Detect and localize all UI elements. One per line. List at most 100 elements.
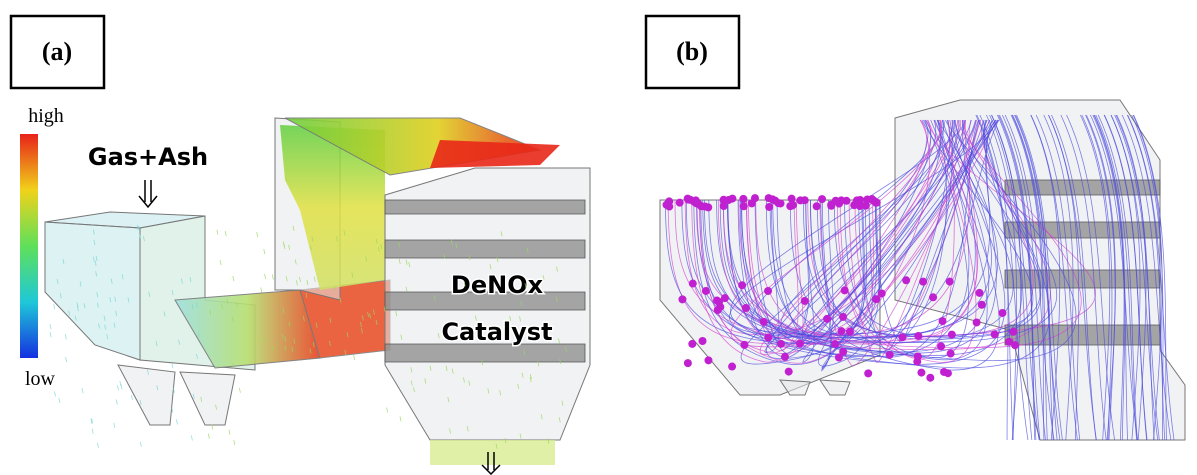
figure: (a) high low Gas+Ash DeNOx Catalyst — [0, 0, 1197, 475]
vector — [220, 260, 221, 265]
vector — [208, 434, 209, 439]
vector — [225, 231, 226, 236]
particle — [781, 353, 789, 361]
particle — [764, 287, 772, 295]
particle — [937, 342, 945, 350]
particle — [839, 313, 847, 321]
particle — [785, 368, 793, 376]
particle — [740, 341, 748, 349]
particle — [853, 196, 861, 204]
vector — [229, 430, 230, 435]
particle — [676, 199, 684, 207]
colorbar-low: low — [25, 368, 56, 390]
particle — [948, 331, 956, 339]
particle — [913, 358, 921, 366]
colorbar — [20, 134, 38, 358]
particle — [765, 203, 773, 211]
particle — [738, 281, 746, 289]
particle — [688, 340, 696, 348]
vector — [59, 398, 60, 403]
particle — [1009, 328, 1017, 336]
vector — [233, 276, 234, 281]
particle — [689, 280, 697, 288]
particle — [846, 328, 854, 336]
particle — [760, 318, 768, 326]
particle — [739, 195, 747, 203]
particle — [796, 340, 804, 348]
particle — [788, 195, 796, 203]
particle — [702, 287, 710, 295]
vector — [82, 388, 83, 393]
vector — [191, 435, 192, 440]
catalyst-line2: Catalyst — [441, 318, 552, 346]
particle — [818, 195, 826, 203]
panel-b: (b) — [646, 16, 1185, 440]
particle — [946, 278, 954, 286]
vector — [387, 407, 388, 412]
vector — [272, 274, 273, 279]
particle — [765, 194, 773, 202]
particle — [973, 318, 981, 326]
vector — [92, 429, 93, 434]
vector — [131, 395, 132, 400]
particle — [878, 289, 886, 297]
particle — [764, 334, 772, 342]
particle — [823, 315, 831, 323]
particle — [914, 332, 922, 340]
particle — [728, 195, 736, 203]
particle — [665, 197, 673, 205]
particle — [839, 348, 847, 356]
particle — [917, 369, 925, 377]
particle — [678, 295, 686, 303]
vector — [54, 304, 55, 309]
particle — [742, 304, 750, 312]
vector — [120, 381, 121, 386]
particle — [699, 337, 707, 345]
particle — [926, 374, 934, 382]
particle — [728, 363, 736, 371]
vector — [265, 274, 266, 279]
particle — [991, 330, 999, 338]
particle — [841, 286, 849, 294]
particle — [886, 351, 894, 359]
particle — [919, 278, 927, 286]
vector — [66, 357, 67, 362]
vector — [239, 388, 240, 393]
panel-a: (a) high low Gas+Ash DeNOx Catalyst — [11, 16, 590, 474]
vector — [121, 384, 122, 389]
particle — [864, 369, 872, 377]
particle — [684, 359, 692, 367]
particle — [998, 309, 1006, 317]
colorbar-high: high — [28, 105, 64, 127]
vector — [217, 230, 218, 235]
particle — [898, 333, 906, 341]
particle — [740, 202, 748, 210]
particle — [748, 199, 756, 207]
vector — [97, 443, 98, 448]
particle — [714, 306, 722, 314]
vector — [117, 385, 118, 390]
panel-label: (b) — [676, 37, 708, 66]
vector — [354, 355, 355, 360]
vector — [65, 334, 66, 339]
particle — [801, 297, 809, 305]
particle — [832, 197, 840, 205]
particle — [686, 196, 694, 204]
particle — [774, 199, 782, 207]
particle — [873, 199, 881, 207]
particle — [978, 301, 986, 309]
vector — [176, 420, 177, 425]
vector — [50, 324, 51, 329]
particle — [929, 293, 937, 301]
particle — [704, 203, 712, 211]
panel-label: (a) — [42, 37, 72, 66]
particle — [862, 202, 870, 210]
vector — [116, 400, 117, 405]
particle — [947, 350, 955, 358]
vector — [140, 442, 141, 447]
particle — [940, 368, 948, 376]
inlet-label: Gas+Ash — [88, 143, 208, 171]
vector — [172, 363, 173, 368]
vector — [257, 232, 258, 237]
inlet-arrow — [139, 180, 157, 207]
